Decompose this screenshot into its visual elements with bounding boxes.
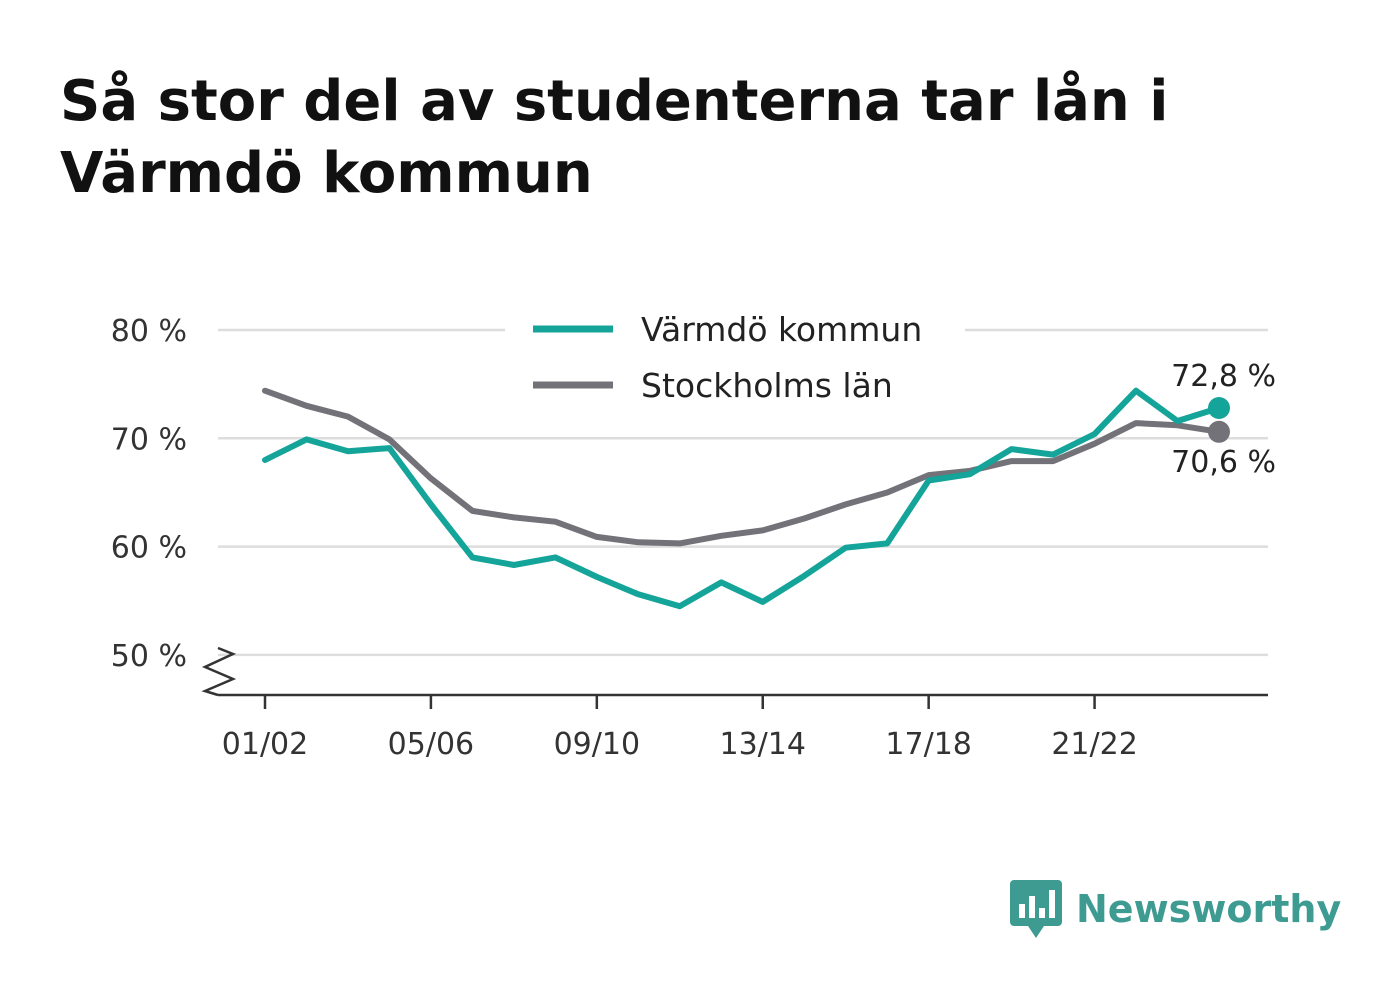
legend-background [505, 302, 965, 418]
brand-logo: Newsworthy [1010, 878, 1341, 940]
y-tick-label: 70 % [111, 422, 187, 457]
brand-name: Newsworthy [1076, 887, 1342, 931]
x-tick-label: 09/10 [554, 727, 640, 762]
series-line-1 [262, 387, 1222, 547]
bar-chart-speech-bubble-icon [1010, 880, 1062, 938]
y-axis-ticks: 50 % 60 % 70 % 80 % [111, 314, 187, 674]
x-tick-label: 01/02 [222, 727, 308, 762]
end-value-label: 70,6 % [1171, 445, 1276, 480]
end-point-0 [1208, 396, 1230, 419]
legend-label: Stockholms län [641, 366, 893, 405]
y-tick-label: 80 % [111, 314, 187, 349]
series-lines [262, 387, 1230, 610]
y-tick-label: 60 % [111, 531, 187, 566]
x-axis-ticks: 01/02 05/06 09/10 13/14 17/18 21/22 [222, 695, 1138, 762]
end-point-1 [1208, 420, 1230, 443]
end-labels: 72,8 % 70,6 % [1171, 359, 1276, 480]
chart-title: Så stor del av studenterna tar lån i Vär… [60, 69, 1169, 206]
series-line-0 [262, 387, 1222, 610]
axis-break-icon [201, 646, 237, 697]
x-axis [201, 646, 1268, 697]
legend: Värmdö kommun Stockholms län [505, 302, 965, 418]
end-value-label: 72,8 % [1171, 359, 1276, 394]
x-tick-label: 05/06 [388, 727, 474, 762]
y-tick-label: 50 % [111, 639, 187, 674]
x-tick-label: 13/14 [720, 727, 806, 762]
x-tick-label: 17/18 [885, 727, 971, 762]
x-tick-label: 21/22 [1051, 727, 1137, 762]
legend-label: Värmdö kommun [641, 310, 922, 349]
